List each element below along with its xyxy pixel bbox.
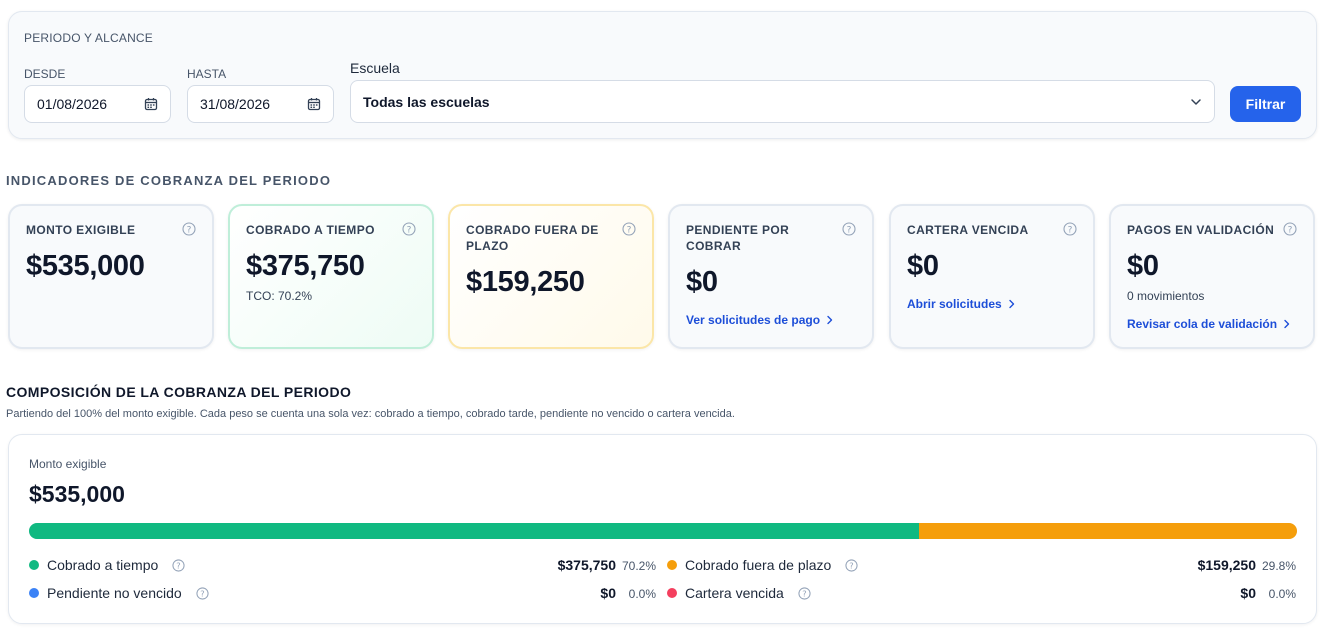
legend-percent: 70.2%: [621, 559, 656, 573]
from-date-value: 01/08/2026: [37, 96, 108, 112]
chevron-right-icon: [1008, 299, 1014, 309]
school-label: Escuela: [350, 60, 400, 76]
from-date-label: DESDE: [24, 67, 66, 81]
legend-label: Cobrado fuera de plazo: [685, 557, 832, 573]
kpi-value: $535,000: [26, 250, 145, 282]
kpi-card-cobrado-a-tiempo: COBRADO A TIEMPO ? $375,750 TCO: 70.2%: [228, 204, 434, 349]
legend-dot: [29, 588, 39, 598]
svg-text:?: ?: [1288, 225, 1293, 235]
chevron-down-icon: [1191, 98, 1201, 105]
kpi-card-monto-exigible: MONTO EXIGIBLE ? $535,000: [8, 204, 214, 349]
kpi-value: $0: [907, 250, 939, 282]
school-select-value: Todas las escuelas: [363, 93, 490, 110]
svg-text:?: ?: [200, 588, 204, 598]
svg-text:?: ?: [627, 225, 632, 235]
kpi-value: $159,250: [466, 266, 585, 298]
kpi-label: PAGOS EN VALIDACIÓN: [1127, 223, 1275, 237]
link-label: Ver solicitudes de pago: [686, 313, 821, 327]
legend-amount: $0: [600, 585, 616, 601]
kpi-label: COBRADO FUERA DE PLAZO: [466, 223, 599, 253]
to-date-label: HASTA: [187, 67, 227, 81]
kpi-value: $0: [686, 266, 718, 298]
kpi-card-pagos-en-validacion: PAGOS EN VALIDACIÓN ? $0 0 movimientos R…: [1109, 204, 1315, 349]
legend-dot: [29, 560, 39, 570]
legend-item-cartera-vencida: Cartera vencida ?: [667, 585, 811, 601]
kpi-value: $0: [1127, 250, 1159, 282]
filter-panel-title: PERIODO Y ALCANCE: [24, 31, 154, 45]
kpi-label: PENDIENTE POR COBRAR: [686, 223, 790, 253]
indicators-section-title: INDICADORES DE COBRANZA DEL PERIODO: [6, 173, 332, 188]
help-icon[interactable]: ?: [1063, 222, 1077, 236]
svg-text:?: ?: [407, 225, 412, 235]
svg-text:?: ?: [802, 588, 806, 598]
kpi-card-pendiente-por-cobrar: PENDIENTE POR COBRAR ? $0 Ver solicitude…: [668, 204, 874, 349]
to-date-input[interactable]: 31/08/2026: [187, 85, 334, 123]
help-icon[interactable]: ?: [842, 222, 856, 236]
legend-item-cobrado-fuera-de-plazo: Cobrado fuera de plazo ?: [667, 557, 858, 573]
svg-text:?: ?: [187, 225, 192, 235]
legend-percent: 29.8%: [1261, 559, 1296, 573]
legend-percent: 0.0%: [628, 587, 656, 601]
svg-text:?: ?: [1068, 225, 1073, 235]
review-validation-queue-link[interactable]: Revisar cola de validación: [1127, 317, 1297, 331]
kpi-label: COBRADO A TIEMPO: [246, 223, 375, 237]
help-icon[interactable]: ?: [196, 586, 209, 600]
help-icon[interactable]: ?: [798, 586, 811, 600]
legend-amount: $159,250: [1197, 557, 1256, 573]
legend-item-cobrado-a-tiempo: Cobrado a tiempo ?: [29, 557, 185, 573]
open-requests-link[interactable]: Abrir solicitudes: [907, 297, 1077, 311]
calendar-icon[interactable]: [144, 97, 158, 111]
filter-panel: PERIODO Y ALCANCE DESDE 01/08/2026 HASTA…: [8, 11, 1317, 139]
legend-amount: $0: [1240, 585, 1256, 601]
composition-stacked-bar: [29, 523, 1297, 539]
composition-description: Partiendo del 100% del monto exigible. C…: [6, 408, 735, 420]
calendar-icon[interactable]: [307, 97, 321, 111]
link-label: Abrir solicitudes: [907, 297, 1002, 311]
kpi-card-cobrado-fuera-de-plazo: COBRADO FUERA DE PLAZO ? $159,250: [448, 204, 654, 349]
help-icon[interactable]: ?: [1283, 222, 1297, 236]
to-date-value: 31/08/2026: [200, 96, 271, 112]
composition-section-title: COMPOSICIÓN DE LA COBRANZA DEL PERIODO: [6, 384, 352, 400]
legend-dot: [667, 588, 677, 598]
composition-total-label: Monto exigible: [29, 457, 107, 471]
kpi-label: MONTO EXIGIBLE: [26, 223, 136, 237]
kpi-subtext: 0 movimientos: [1127, 289, 1205, 303]
bar-segment-2: [919, 523, 1297, 539]
link-label: Revisar cola de validación: [1127, 317, 1278, 331]
view-payment-requests-link[interactable]: Ver solicitudes de pago: [686, 313, 856, 327]
help-icon[interactable]: ?: [845, 558, 858, 572]
bar-segment-1: [29, 523, 920, 539]
kpi-card-cartera-vencida: CARTERA VENCIDA ? $0 Abrir solicitudes: [889, 204, 1095, 349]
chevron-right-icon: [1284, 319, 1290, 329]
help-icon[interactable]: ?: [182, 222, 196, 236]
svg-text:?: ?: [850, 560, 854, 570]
school-select[interactable]: Todas las escuelas: [350, 80, 1215, 123]
help-icon[interactable]: ?: [622, 222, 636, 236]
legend-label: Cobrado a tiempo: [47, 557, 159, 573]
legend-label: Pendiente no vencido: [47, 585, 182, 601]
from-date-input[interactable]: 01/08/2026: [24, 85, 171, 123]
chevron-right-icon: [827, 315, 833, 325]
kpi-label: CARTERA VENCIDA: [907, 223, 1029, 237]
legend-amount: $375,750: [557, 557, 616, 573]
composition-card: Monto exigible $535,000 Cobrado a tiempo…: [8, 434, 1317, 624]
kpi-subtext: TCO: 70.2%: [246, 289, 313, 303]
svg-text:?: ?: [847, 225, 852, 235]
svg-text:?: ?: [177, 560, 181, 570]
legend-label: Cartera vencida: [685, 585, 784, 601]
kpi-value: $375,750: [246, 250, 365, 282]
help-icon[interactable]: ?: [172, 558, 185, 572]
composition-total-value: $535,000: [29, 481, 125, 507]
help-icon[interactable]: ?: [402, 222, 416, 236]
legend-percent: 0.0%: [1268, 587, 1296, 601]
legend-dot: [667, 560, 677, 570]
legend-item-pendiente-no-vencido: Pendiente no vencido ?: [29, 585, 209, 601]
filter-button[interactable]: Filtrar: [1230, 86, 1301, 122]
